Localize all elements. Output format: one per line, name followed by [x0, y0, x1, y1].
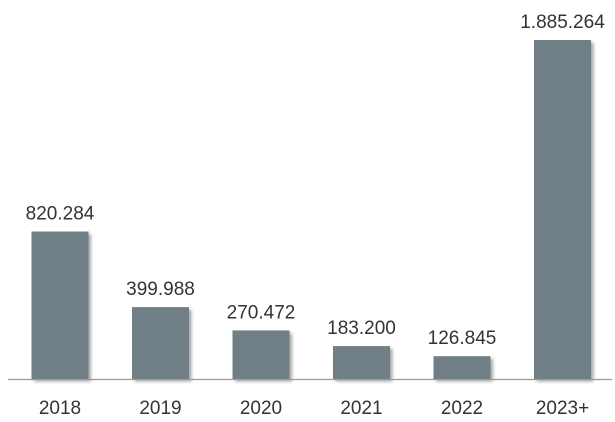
- bar-2019: [132, 307, 189, 379]
- x-tick-label-2022: 2022: [441, 398, 483, 419]
- data-label-2019: 399.988: [126, 279, 195, 300]
- x-tick-label-2018: 2018: [39, 398, 81, 419]
- x-tick-label-2020: 2020: [240, 398, 282, 419]
- bar-2020: [232, 330, 290, 379]
- data-label-2023+: 1.885.264: [520, 12, 605, 33]
- data-labels-group: 820.284 399.988 270.472 183.200 126.845 1.885…: [26, 12, 606, 349]
- bars-group: [31, 40, 591, 379]
- data-label-2018: 820.284: [26, 204, 95, 225]
- data-label-2021: 183.200: [327, 318, 396, 339]
- x-tick-label-2021: 2021: [340, 398, 382, 419]
- data-label-2020: 270.472: [227, 302, 296, 323]
- bar-2018: [31, 231, 89, 379]
- x-tick-label-2023+: 2023+: [536, 398, 589, 419]
- x-tick-label-2019: 2019: [139, 398, 181, 419]
- bar-2022: [433, 356, 491, 379]
- x-tick-labels-group: 2018 2019 2020 2021 2022 2023+: [39, 398, 589, 419]
- bar-2023+: [534, 40, 591, 379]
- bar-2021: [333, 346, 390, 379]
- data-label-2022: 126.845: [428, 328, 497, 349]
